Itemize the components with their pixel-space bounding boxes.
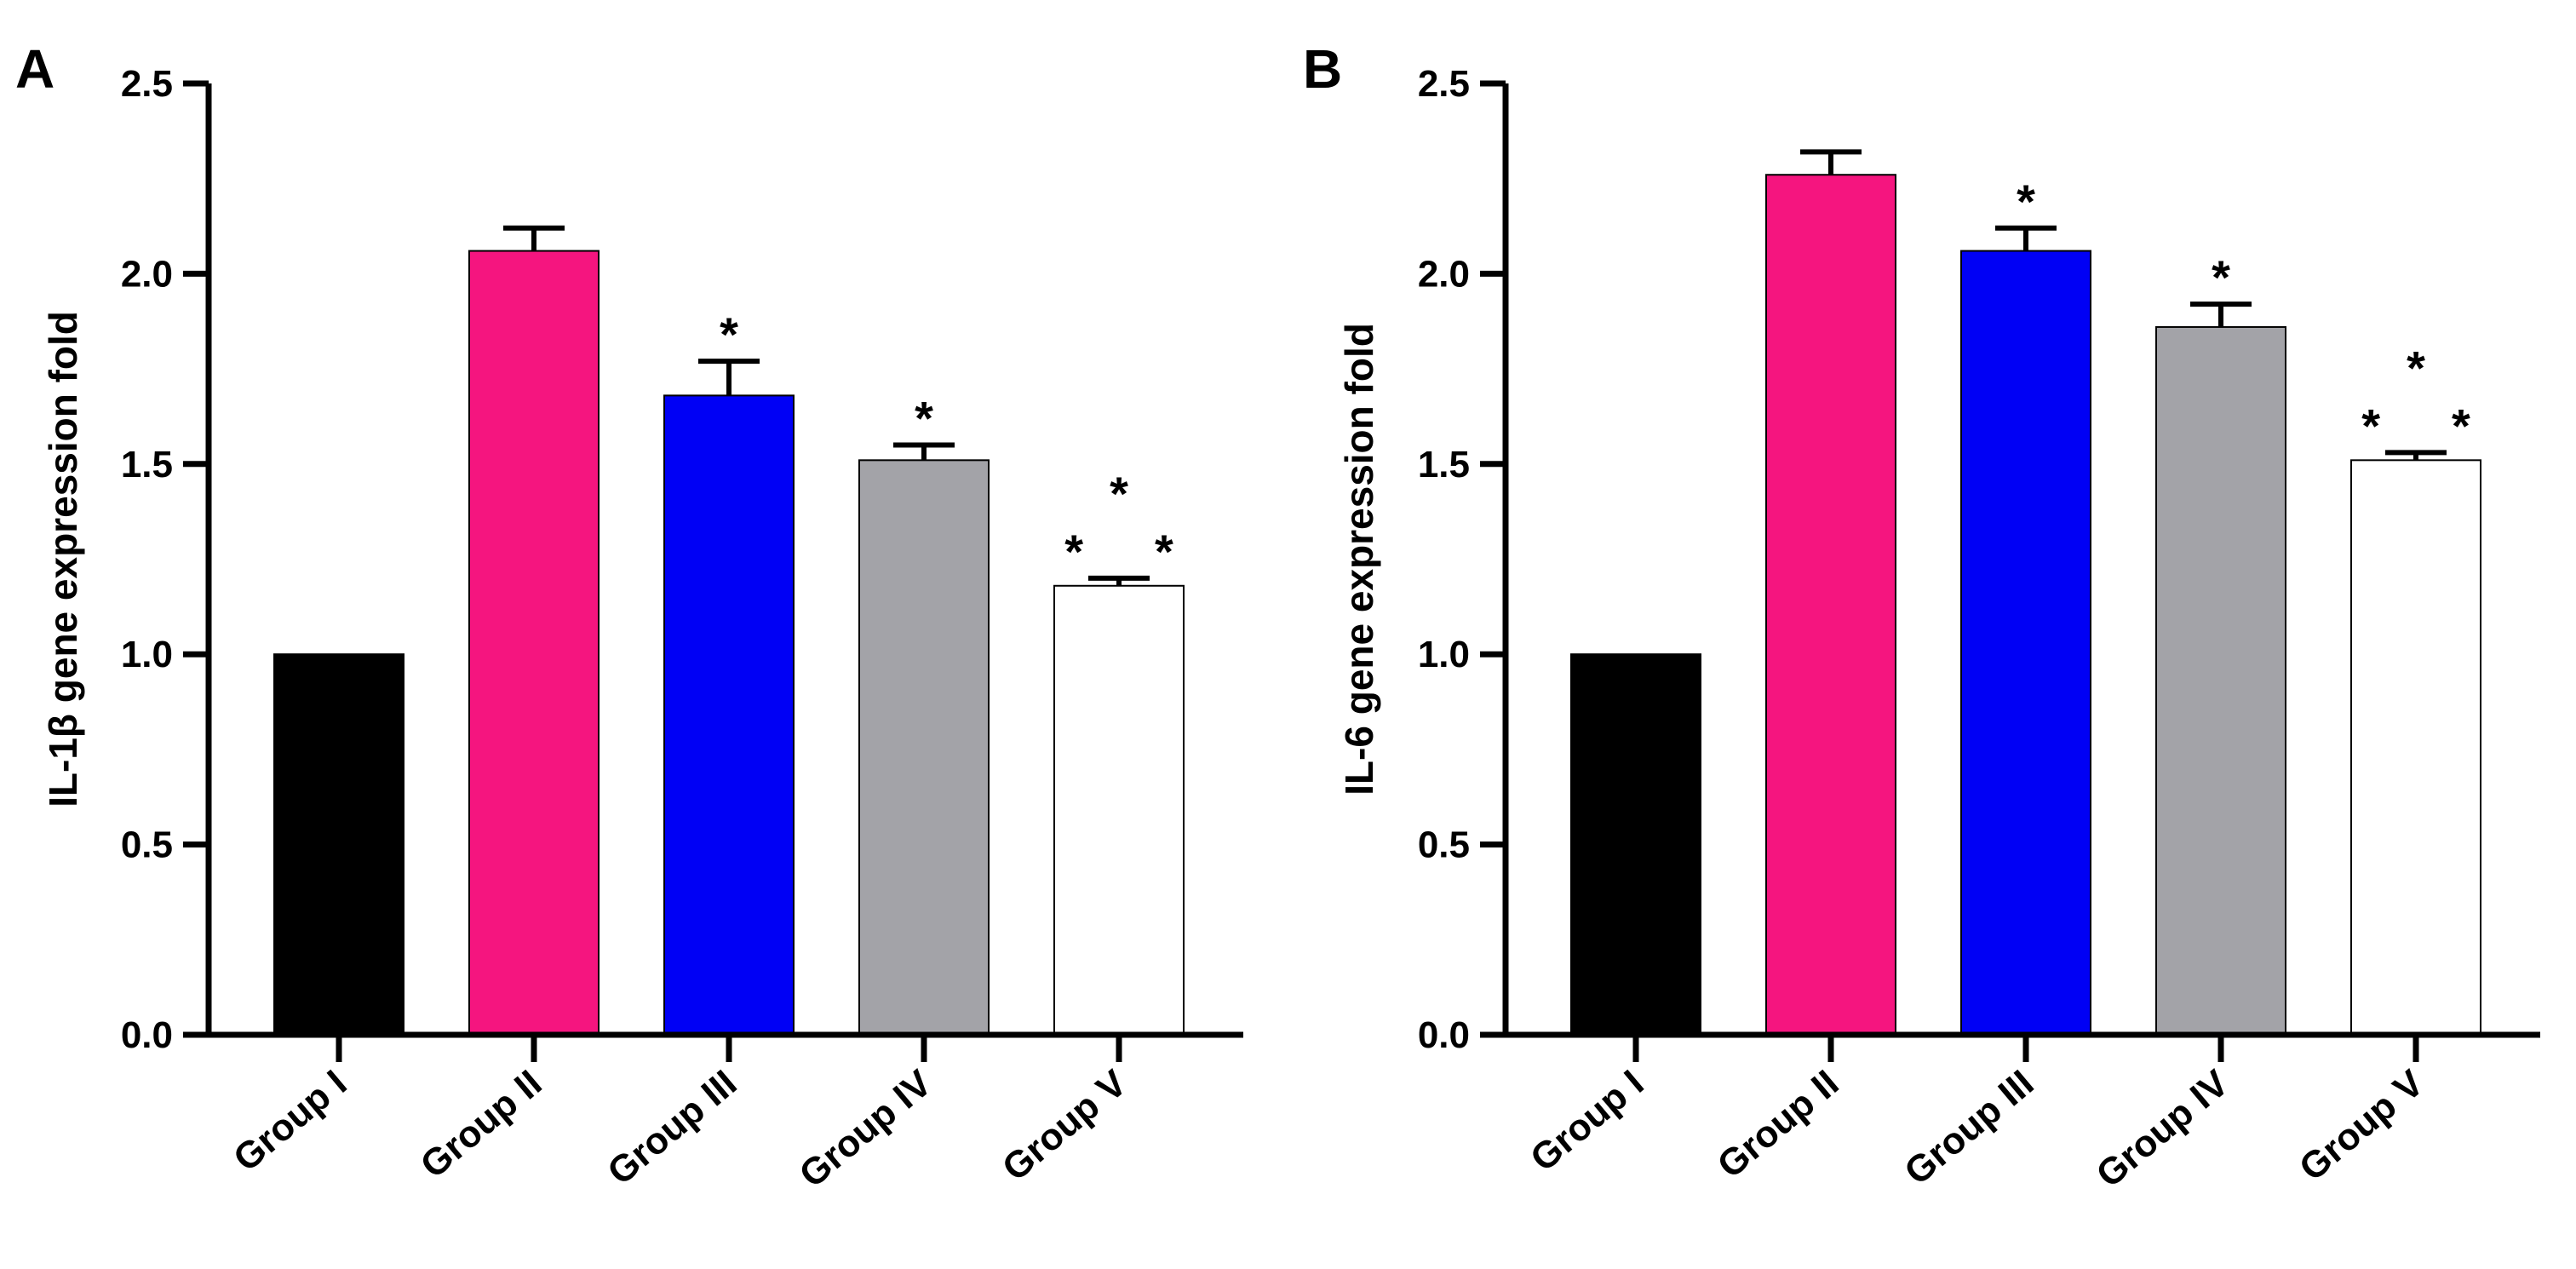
panel-a-y-axis-label: IL-1β gene expression fold <box>41 311 85 807</box>
panel-a-bar-5 <box>1053 584 1185 1036</box>
panel-b-xtick-label-2: Group II <box>1710 1062 1847 1186</box>
panel-a-ytick-label-3: 1.0 <box>121 634 173 675</box>
panel-a-xtick-label-3: Group III <box>600 1062 744 1193</box>
panel-a-ytick-label-4: 1.5 <box>121 444 173 485</box>
panel-a-significance-3-line-1: * <box>720 307 738 361</box>
panel-a-xtick-label-5: Group V <box>995 1062 1135 1190</box>
panel-b-ytick-label-1: 0.0 <box>1418 1014 1470 1056</box>
panel-b-significance-3-line-1: * <box>2017 175 2035 228</box>
panel-b-ytick-label-4: 1.5 <box>1418 444 1470 485</box>
panel-b-y-axis-label: IL-6 gene expression fold <box>1337 323 1381 795</box>
panel-b-xtick-label-5: Group V <box>2292 1062 2432 1190</box>
panel-b-ytick-label-5: 2.0 <box>1418 253 1470 295</box>
panel-a-bar-4 <box>858 459 990 1036</box>
panel-b-xtick-label-1: Group I <box>1523 1062 1651 1180</box>
panel-a-ytick-label-6: 2.5 <box>121 63 173 105</box>
panel-b-bar-1 <box>1570 653 1701 1036</box>
panel-a-ytick-label-5: 2.0 <box>121 253 173 295</box>
panel-a-ytick-label-1: 0.0 <box>121 1014 173 1056</box>
panel-b-bar-5 <box>2350 459 2481 1036</box>
panel-b-xtick-label-4: Group IV <box>2089 1062 2237 1196</box>
panel-a-bar-1 <box>273 653 404 1036</box>
panel-a-ytick-label-2: 0.5 <box>121 824 173 866</box>
panel-b-significance-5-line-1: * <box>2407 341 2425 394</box>
panel-b-significance-5-line-2: * * <box>2361 399 2470 452</box>
panel-a-significance-5-line-2: * * <box>1064 525 1173 578</box>
panel-a-xtick-label-4: Group IV <box>792 1062 940 1196</box>
panel-a-xtick-label-1: Group I <box>226 1062 354 1180</box>
panel-a-bar-3 <box>663 394 795 1036</box>
panel-b-ytick-label-6: 2.5 <box>1418 63 1470 105</box>
panel-b-ytick-label-2: 0.5 <box>1418 824 1470 866</box>
panel-a-significance-4-line-1: * <box>915 391 933 445</box>
panel-b-letter: B <box>1303 38 1342 100</box>
panel-a-bar-2 <box>468 250 600 1036</box>
panel-b-bar-4 <box>2155 325 2286 1036</box>
panel-a-xtick-label-2: Group II <box>413 1062 550 1186</box>
panel-a-significance-5-line-1: * <box>1110 467 1128 520</box>
panel-b-bar-2 <box>1765 174 1896 1036</box>
panel-b-xtick-label-3: Group III <box>1896 1062 2041 1193</box>
panel-b-significance-4-line-1: * <box>2212 250 2230 304</box>
panel-b-ytick-label-3: 1.0 <box>1418 634 1470 675</box>
panel-a-letter: A <box>15 38 55 100</box>
panel-b-bar-3 <box>1960 250 2091 1036</box>
